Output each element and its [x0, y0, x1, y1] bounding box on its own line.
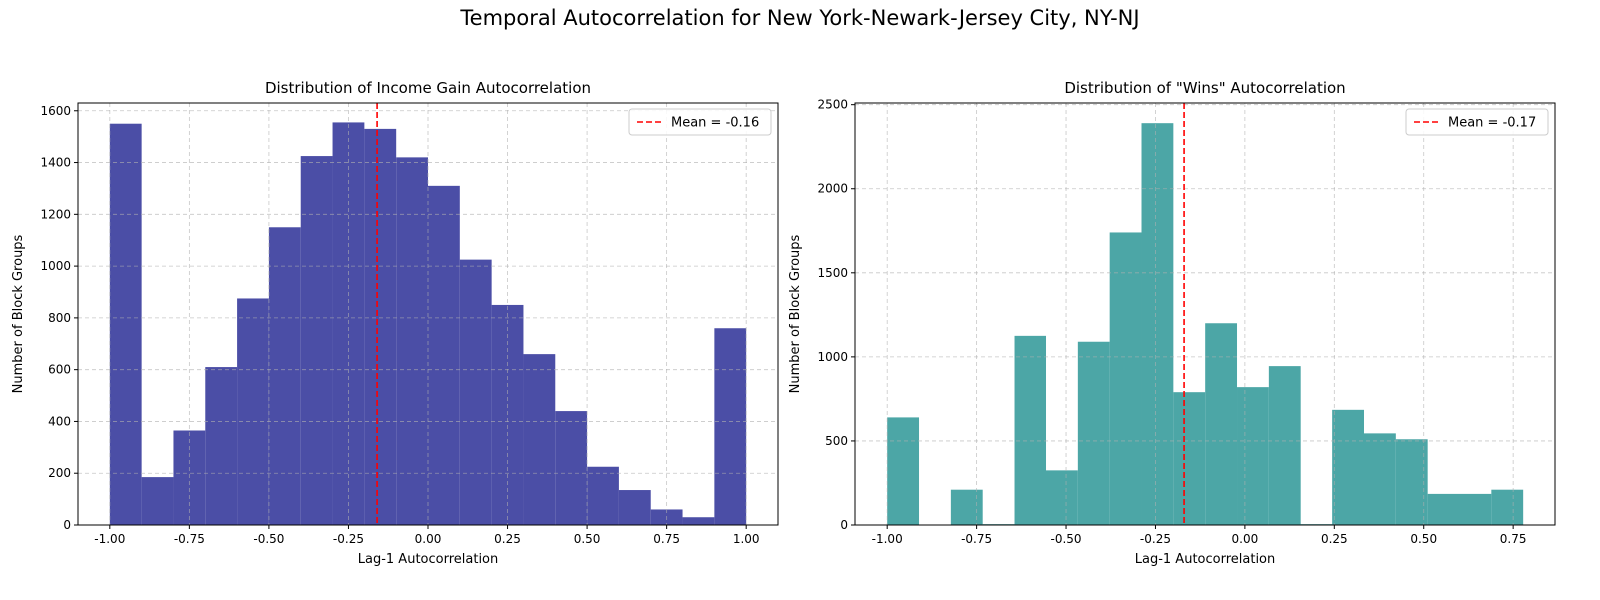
histogram-bar: [587, 466, 619, 525]
histogram-bar: [1077, 341, 1110, 525]
x-tick-label: 0.75: [1500, 532, 1527, 546]
histogram-bar: [1459, 493, 1492, 525]
y-tick-label: 2000: [817, 182, 848, 196]
chart-title: Distribution of "Wins" Autocorrelation: [1064, 79, 1345, 97]
plot-frame: [854, 102, 1556, 526]
histogram-bar: [268, 227, 301, 525]
histogram-bar: [300, 156, 333, 526]
histogram-bar: [523, 354, 556, 525]
y-tick-label: 1200: [40, 207, 71, 221]
x-tick-label: 0.00: [415, 532, 442, 546]
histogram-bar: [237, 298, 269, 525]
histogram-bar: [887, 417, 920, 525]
x-tick-label: -0.50: [1051, 532, 1082, 546]
histogram-bar: [1332, 409, 1364, 525]
legend-box: [628, 108, 772, 136]
histogram-bar: [1268, 366, 1301, 525]
x-tick-label: -1.00: [94, 532, 125, 546]
y-tick-label: 0: [63, 518, 71, 532]
histogram-bar: [141, 477, 174, 525]
histogram-bar: [459, 259, 492, 525]
histogram-bar: [1205, 323, 1238, 525]
x-tick-label: -0.25: [1140, 532, 1171, 546]
x-tick-label: -1.00: [872, 532, 903, 546]
x-tick-label: -0.50: [253, 532, 284, 546]
histogram-bar: [396, 157, 428, 525]
x-axis-label: Lag-1 Autocorrelation: [1135, 552, 1276, 567]
legend-label: Mean = -0.17: [1448, 116, 1536, 131]
x-tick-label: -0.25: [333, 532, 364, 546]
y-tick-label: 1400: [40, 156, 71, 170]
x-tick-label: 0.25: [494, 532, 521, 546]
x-tick-label: 0.00: [1232, 532, 1259, 546]
y-axis-label: Number of Block Groups: [788, 234, 803, 393]
histogram-bar: [109, 123, 142, 525]
y-tick-label: 400: [48, 414, 71, 428]
histogram-bar: [1014, 335, 1047, 525]
y-tick-label: 0: [840, 518, 848, 532]
legend-box: [1405, 108, 1549, 136]
histogram-bar: [428, 185, 460, 525]
chart-title: Distribution of Income Gain Autocorrelat…: [265, 79, 591, 97]
histogram-bar: [364, 128, 397, 525]
histogram-bar: [1363, 433, 1396, 525]
histogram-bar: [555, 411, 588, 525]
y-tick-label: 1000: [40, 259, 71, 273]
chart-2: -1.00 -0.75 -0.50 -0.25 0.00 0.25 0.50 0.75 0 500…: [788, 79, 1556, 567]
x-tick-label: 0.75: [653, 532, 680, 546]
legend-label: Mean = -0.16: [671, 116, 759, 131]
histogram-bar: [950, 489, 983, 525]
x-tick-label: 0.50: [574, 532, 601, 546]
histogram-bar: [205, 367, 238, 525]
histogram-bar: [1173, 392, 1206, 525]
histogram-bar: [1237, 387, 1269, 525]
histogram-bar: [1395, 439, 1428, 525]
x-tick-label: -0.75: [174, 532, 205, 546]
histogram-bar: [682, 517, 715, 525]
histogram-bar: [1141, 123, 1174, 526]
histogram-bar: [618, 490, 651, 525]
y-tick-label: 500: [825, 434, 848, 448]
histogram-bar: [1109, 232, 1142, 525]
y-tick-label: 200: [48, 466, 71, 480]
y-tick-label: 1500: [817, 266, 848, 280]
histogram-bar: [714, 328, 747, 525]
x-axis-label: Lag-1 Autocorrelation: [358, 552, 499, 567]
histogram-bar: [1427, 493, 1460, 525]
x-tick-label: -0.75: [961, 532, 992, 546]
x-tick-label: 0.25: [1321, 532, 1348, 546]
histogram-bar: [1491, 489, 1524, 525]
y-axis-label: Number of Block Groups: [11, 234, 26, 393]
y-tick-label: 1600: [40, 104, 71, 118]
x-tick-label: 1.00: [733, 532, 760, 546]
y-tick-label: 2500: [817, 98, 848, 112]
histogram-bar: [1046, 470, 1078, 525]
y-tick-label: 600: [48, 363, 71, 377]
x-tick-label: 0.50: [1410, 532, 1437, 546]
figure-title: Temporal Autocorrelation for New York-Ne…: [460, 6, 1140, 30]
y-tick-label: 800: [48, 311, 71, 325]
y-tick-label: 1000: [817, 350, 848, 364]
chart-1: -1.00 -0.75 -0.50 -0.25 0.00 0.25 0.50 0.75 1.00…: [11, 79, 779, 567]
